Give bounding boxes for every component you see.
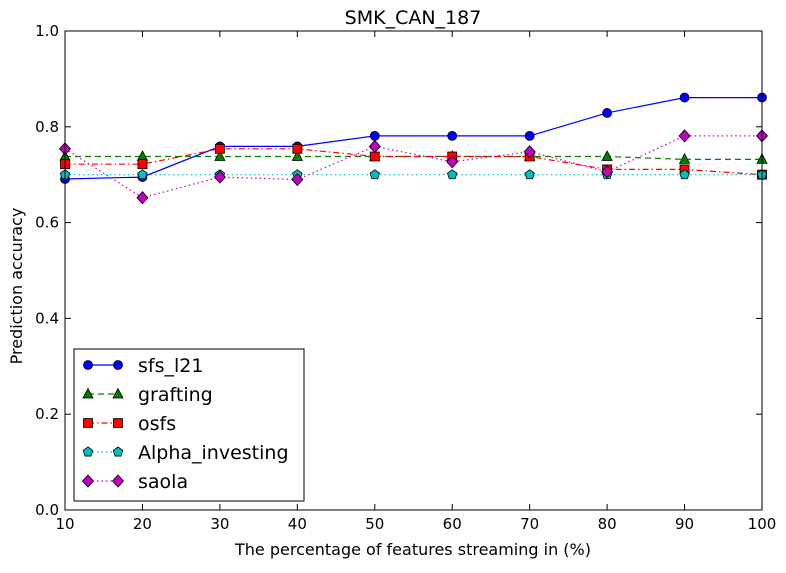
y-tick-label: 0.2	[35, 405, 59, 423]
x-tick-label: 20	[133, 515, 152, 533]
legend-marker-end	[113, 418, 123, 428]
y-tick-label: 0.4	[35, 309, 59, 327]
data-point	[368, 139, 381, 154]
data-point	[213, 170, 226, 184]
x-tick-label: 60	[443, 515, 462, 533]
series-line	[64, 135, 762, 199]
series-line	[65, 155, 762, 160]
legend-marker-end	[111, 474, 125, 488]
y-tick-label: 1.0	[35, 22, 59, 40]
legend-marker-end	[112, 446, 124, 457]
legend-label: saola	[138, 471, 188, 493]
data-point	[291, 150, 303, 161]
data-point	[679, 169, 690, 180]
legend-box	[73, 348, 305, 502]
legend-marker-start	[83, 418, 93, 428]
legend-marker-start	[82, 387, 94, 399]
x-tick-label: 80	[598, 515, 617, 533]
data-point	[678, 129, 691, 143]
x-axis-label: The percentage of features streaming in …	[234, 540, 591, 559]
legend-marker-end	[113, 360, 123, 370]
legend-label: osfs	[138, 413, 176, 435]
data-point	[369, 131, 380, 141]
legend-item: grafting	[82, 384, 213, 406]
series-osfs	[60, 143, 767, 180]
legend-marker-start	[81, 474, 95, 488]
data-point	[446, 155, 459, 169]
data-point	[678, 153, 691, 164]
tick-layer: 10 20 30 40 50 60 70 80 90 100 0.0 0.2 0.4 0.6 0.8 1.0	[35, 22, 776, 533]
x-tick-label: 10	[55, 515, 74, 533]
y-tick-label: 0.0	[35, 501, 59, 519]
y-tick-label: 0.8	[35, 118, 59, 136]
data-point	[369, 169, 381, 180]
x-tick-label: 70	[520, 515, 539, 533]
series-grafting	[59, 150, 768, 164]
data-point	[214, 150, 226, 161]
legend-label: Alpha_investing	[138, 442, 289, 464]
series-line	[64, 97, 762, 180]
series-line	[65, 148, 763, 176]
data-point	[136, 191, 149, 205]
legend-marker-end	[112, 387, 124, 399]
data-point	[292, 143, 303, 154]
data-point	[137, 159, 148, 170]
data-point	[602, 108, 613, 118]
series-alpha-investing	[59, 169, 768, 180]
data-point	[601, 150, 613, 161]
legend-label: sfs_l21	[138, 355, 203, 377]
data-point	[679, 92, 690, 103]
data-point	[291, 172, 304, 187]
legend-marker-start	[82, 446, 94, 457]
data-point	[446, 169, 458, 180]
legend-item: Alpha_investing	[82, 442, 289, 464]
series-saola	[58, 129, 769, 205]
data-point	[523, 145, 536, 159]
data-point	[601, 165, 614, 179]
x-tick-label: 50	[365, 515, 384, 533]
data-point	[136, 150, 149, 161]
plot-frame	[64, 30, 763, 511]
data-point	[524, 131, 535, 141]
data-point	[524, 169, 535, 180]
legend-item: saola	[81, 471, 188, 493]
legend-item: osfs	[83, 413, 176, 435]
data-point	[369, 151, 380, 162]
legend-item: sfs_l21	[83, 355, 203, 377]
x-tick-label: 100	[748, 515, 777, 533]
chart-title: SMK_CAN_187	[345, 7, 482, 29]
data-point	[137, 169, 148, 180]
y-axis-label: Prediction accuracy	[7, 208, 26, 365]
data-point	[214, 143, 225, 154]
x-tick-label: 40	[288, 515, 307, 533]
legend-marker-start	[83, 360, 93, 370]
data-point	[447, 131, 458, 141]
x-tick-label: 90	[675, 515, 694, 533]
legend-label: grafting	[138, 384, 213, 406]
series-layer	[58, 92, 769, 205]
x-tick-label: 30	[210, 515, 229, 533]
y-tick-label: 0.6	[35, 214, 59, 232]
